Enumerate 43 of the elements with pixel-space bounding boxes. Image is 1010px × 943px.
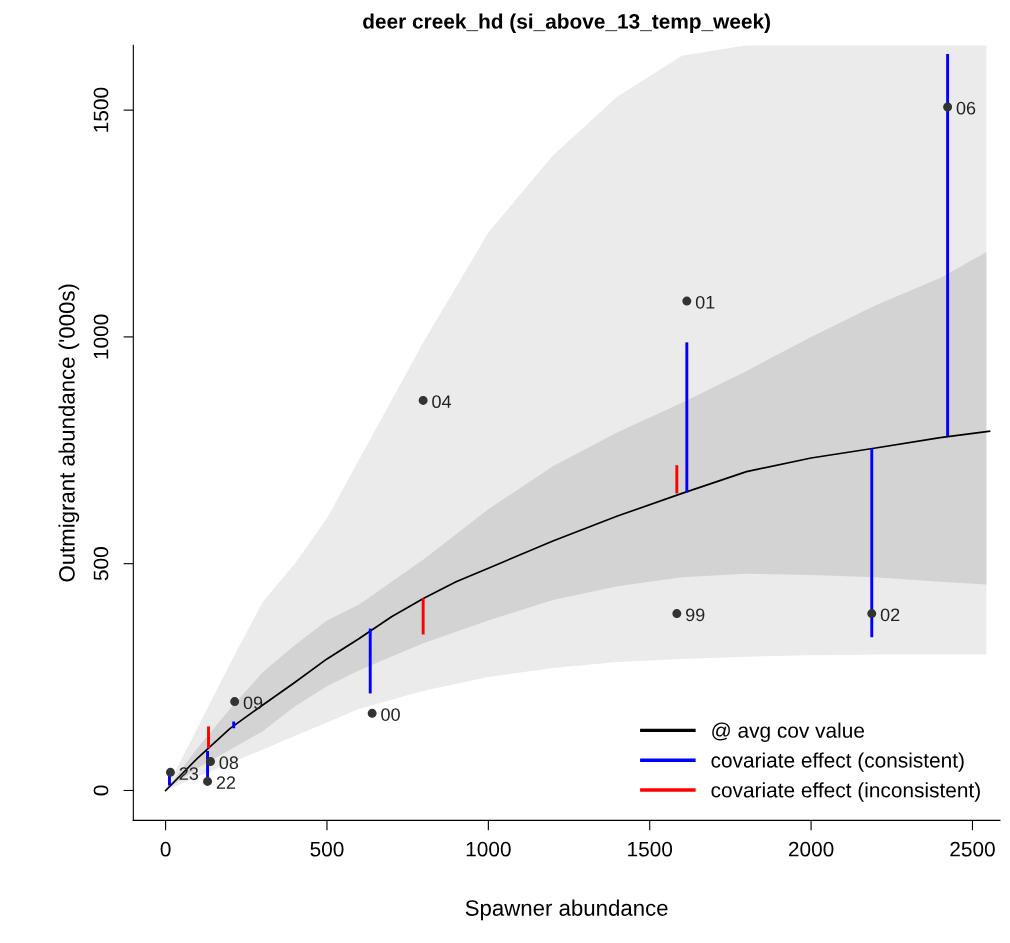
x-tick-label: 2500 [950, 841, 995, 857]
annotation: 09 [243, 696, 263, 710]
point [367, 708, 377, 718]
bar [675, 465, 679, 494]
bar [368, 628, 372, 694]
point [672, 609, 682, 619]
annotation: 22 [216, 776, 236, 789]
x-axis-title: Spawner abundance [465, 899, 668, 921]
bar [870, 448, 874, 638]
point [682, 296, 692, 306]
legend-label: covariate effect (consistent) [711, 752, 964, 772]
y-tick-label: 1500 [93, 87, 109, 132]
annotation: 08 [219, 756, 239, 770]
bar [421, 598, 425, 635]
point [943, 102, 953, 112]
annotation: 00 [381, 708, 400, 721]
bar [946, 53, 950, 437]
x-tick-label: 1500 [628, 841, 673, 857]
annotation: 99 [686, 608, 705, 622]
bar [685, 342, 689, 493]
y-tick-label: 1000 [93, 314, 109, 359]
annotation: 01 [695, 295, 715, 309]
annotation: 04 [432, 395, 452, 409]
x-tick-label: 1000 [466, 841, 511, 857]
point [418, 395, 428, 405]
annotation: 06 [956, 101, 976, 115]
chart-title: deer creek_hd (si_above_13_temp_week) [363, 13, 770, 33]
bar [207, 726, 210, 749]
bar [232, 721, 236, 729]
point [230, 697, 240, 707]
point [203, 776, 213, 786]
point [867, 609, 877, 619]
x-tick-label: 0 [160, 841, 171, 857]
y-tick-label: 500 [93, 547, 109, 581]
x-tick-label: 500 [310, 841, 344, 857]
legend-label: @ avg cov value [712, 722, 864, 742]
point [165, 767, 175, 777]
y-tick-label: 0 [93, 785, 109, 796]
x-tick-label: 2000 [788, 841, 834, 857]
point [205, 756, 215, 766]
legend-label: covariate effect (inconsistent) [711, 782, 980, 802]
annotation: 02 [880, 608, 900, 622]
y-axis-title: Outmigrant abundance ('000s) [58, 284, 80, 582]
